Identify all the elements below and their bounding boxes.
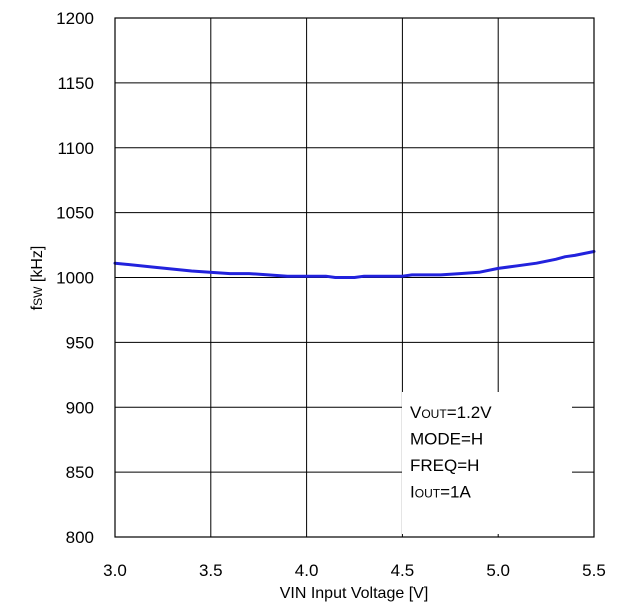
y-tick-label: 1150 xyxy=(57,74,94,93)
series-line xyxy=(113,250,596,279)
annotation-background xyxy=(402,392,572,534)
x-tick-label: 3.0 xyxy=(103,561,127,580)
y-axis-label-sub: SW xyxy=(31,286,45,306)
y-tick-label: 1100 xyxy=(57,139,94,158)
x-axis-label: VIN Input Voltage [V] xyxy=(280,585,429,602)
annotation-line: MODE=H xyxy=(410,430,483,449)
y-axis-label: fSW [kHz] xyxy=(29,246,46,311)
annotation-line: IOUT=1A xyxy=(410,483,471,502)
y-tick-label: 850 xyxy=(66,463,94,482)
y-tick-label: 1050 xyxy=(56,204,94,223)
x-tick-label: 4.0 xyxy=(295,561,319,580)
y-tick-label: 1200 xyxy=(56,9,94,28)
y-tick-label: 1000 xyxy=(56,269,94,288)
y-tick-labels: 800 850 900 950 1000 1050 1100 1150 1200 xyxy=(56,9,94,547)
series-group xyxy=(113,250,596,279)
y-axis-label-rest: [kHz] xyxy=(29,246,46,287)
annotation-line: VOUT=1.2V xyxy=(410,403,492,422)
annotation-line: FREQ=H xyxy=(410,456,479,475)
plot-frame xyxy=(114,17,595,538)
x-tick-labels: 3.0 3.5 4.0 4.5 5.0 5.5 xyxy=(103,561,606,580)
y-tick-label: 950 xyxy=(66,333,94,352)
y-tick-label: 900 xyxy=(66,398,94,417)
x-tick-label: 4.5 xyxy=(391,561,415,580)
x-tick-label: 5.5 xyxy=(582,561,606,580)
y-tick-label: 800 xyxy=(66,528,94,547)
x-tick-label: 5.0 xyxy=(486,561,510,580)
annotation-box: VOUT=1.2V MODE=H FREQ=H IOUT=1A xyxy=(402,392,572,534)
x-tick-label: 3.5 xyxy=(199,561,223,580)
y-axis-label-f: f xyxy=(29,305,46,310)
